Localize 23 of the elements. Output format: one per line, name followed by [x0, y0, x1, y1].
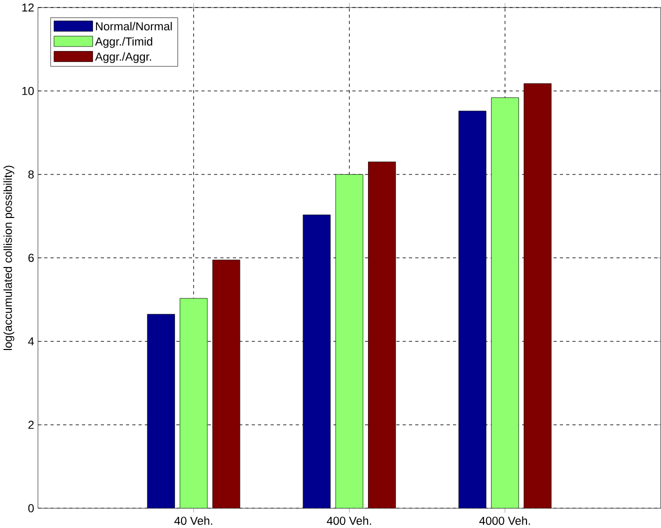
bar	[368, 162, 396, 508]
bar	[458, 110, 486, 508]
y-tick-label: 8	[28, 170, 34, 178]
y-tick-label: 4	[28, 337, 34, 346]
bar	[147, 314, 175, 508]
x-tick-label: 4000 Veh.	[479, 516, 530, 525]
bar	[335, 174, 364, 508]
y-tick-label: 6	[28, 254, 34, 262]
legend-label: Aggr./Timid	[95, 36, 152, 48]
legend-label: Aggr./Aggr.	[95, 52, 152, 63]
x-tick-label: 40 Veh.	[174, 516, 212, 525]
y-tick-label: 0	[28, 504, 34, 512]
bar	[180, 298, 208, 508]
x-tick-label: 400 Veh.	[326, 516, 372, 525]
bar	[212, 260, 240, 508]
y-tick-label: 12	[22, 3, 34, 12]
y-axis-title: log(accumulated collision possibility)	[4, 166, 14, 350]
y-tick-label: 10	[22, 86, 34, 95]
legend-label: Normal/Normal	[96, 22, 172, 30]
bar	[491, 97, 519, 508]
y-tick-label: 2	[28, 420, 34, 429]
bar	[524, 83, 552, 508]
bar	[302, 214, 331, 508]
